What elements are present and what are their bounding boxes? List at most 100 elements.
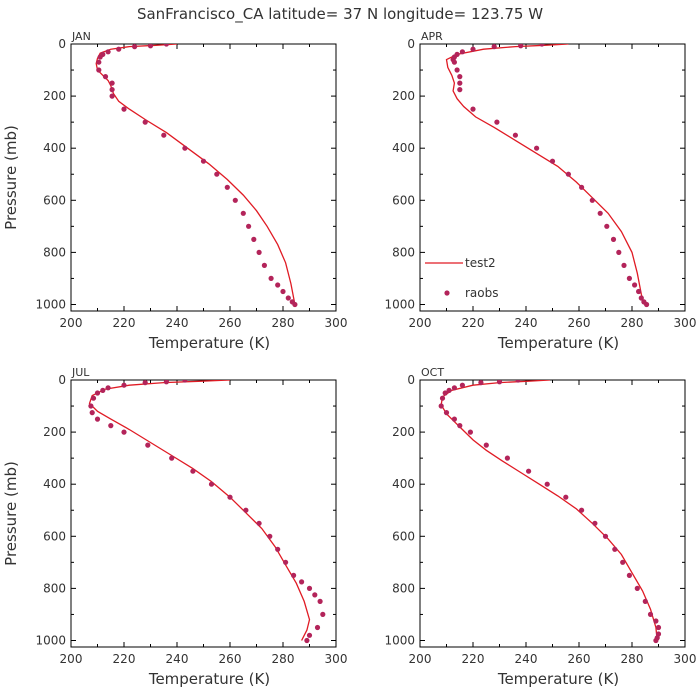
data-point-raobs [549, 158, 556, 164]
data-point-raobs [142, 380, 148, 386]
x-tick-label: 280 [621, 316, 644, 330]
data-point-raobs [589, 197, 595, 203]
data-point-raobs [121, 382, 127, 388]
data-point-raobs [96, 59, 102, 65]
y-tick-label: 400 [392, 477, 415, 491]
data-point-raobs [285, 295, 291, 301]
x-tick-label: 280 [272, 316, 295, 330]
x-tick-label: 240 [515, 316, 538, 330]
y-tick-label: 0 [407, 373, 415, 387]
data-point-raobs [169, 455, 175, 461]
plot-area [438, 380, 662, 644]
x-tick-label: 200 [409, 652, 432, 666]
y-tick-label: 400 [43, 141, 66, 155]
data-point-raobs [636, 288, 642, 295]
data-point-raobs [96, 67, 102, 73]
data-point-raobs [544, 481, 550, 487]
data-point-raobs [182, 380, 188, 383]
data-point-raobs [163, 44, 169, 47]
y-tick-label: 0 [58, 37, 66, 51]
x-tick-label: 220 [113, 316, 136, 330]
data-point-raobs [145, 442, 151, 448]
data-point-raobs [121, 106, 127, 112]
data-point-raobs [109, 80, 115, 86]
data-point-raobs [121, 429, 127, 435]
data-point-raobs [563, 494, 569, 500]
data-point-raobs [612, 546, 618, 552]
data-point-raobs [304, 637, 310, 644]
data-point-raobs [653, 618, 659, 624]
data-point-raobs [451, 59, 457, 65]
x-tick-label: 200 [60, 652, 83, 666]
data-point-raobs [494, 119, 500, 125]
data-point-raobs [470, 106, 476, 112]
data-point-raobs [467, 429, 473, 435]
y-axis-label: Pressure (mb) [2, 125, 20, 230]
data-point-raobs [94, 390, 101, 396]
data-point-raobs [227, 494, 233, 500]
data-point-raobs [182, 145, 188, 151]
y-tick-label: 0 [58, 373, 66, 387]
data-point-raobs [105, 385, 111, 391]
data-point-raobs [483, 442, 489, 448]
panel-oct: OCT 200 220 240 260 280 300 0 200 400 600 800 1000 Te… [384, 366, 696, 688]
data-point-raobs [647, 611, 654, 618]
series-line-test2 [440, 380, 658, 641]
panel-label: JAN [71, 30, 91, 43]
data-point-raobs [451, 416, 457, 422]
data-point-raobs [312, 592, 318, 598]
data-point-raobs [267, 533, 273, 539]
data-point-raobs [459, 49, 465, 55]
data-point-raobs [626, 275, 633, 281]
x-axis-label: Temperature (K) [497, 334, 619, 352]
x-tick-label: 220 [113, 652, 136, 666]
data-point-raobs [275, 282, 281, 288]
x-tick-label: 300 [325, 652, 348, 666]
data-point-raobs [457, 423, 463, 429]
data-point-raobs [132, 44, 138, 50]
y-tick-label: 800 [392, 581, 415, 595]
data-point-raobs [504, 455, 510, 461]
series-line-test2 [95, 44, 296, 305]
data-point-raobs [526, 468, 532, 474]
data-point-raobs [626, 572, 633, 579]
panel-label: OCT [421, 366, 444, 379]
x-tick-label: 240 [166, 316, 189, 330]
data-point-raobs [97, 54, 103, 60]
plot-frame [419, 379, 686, 648]
plot-area [95, 44, 298, 308]
data-point-raobs [90, 395, 97, 401]
data-point-raobs [224, 184, 230, 190]
data-point-raobs [306, 632, 313, 638]
data-point-raobs [283, 559, 289, 565]
data-point-raobs [214, 171, 220, 177]
legend: test2 raobs [425, 256, 499, 300]
data-point-raobs [579, 507, 585, 513]
y-axis-label: Pressure (mb) [2, 461, 20, 566]
data-point-raobs [579, 184, 585, 190]
y-tick-label: 1000 [35, 633, 66, 647]
data-point-raobs [443, 410, 450, 416]
y-tick-label: 1000 [35, 297, 66, 311]
data-point-raobs [616, 249, 622, 255]
x-tick-label: 240 [166, 652, 189, 666]
y-tick-label: 200 [43, 89, 66, 103]
data-point-raobs [291, 572, 297, 579]
data-point-raobs [534, 145, 540, 151]
data-point-raobs [632, 282, 638, 288]
data-point-raobs [161, 132, 167, 138]
data-point-raobs [478, 380, 484, 386]
data-point-raobs [451, 385, 457, 391]
x-tick-label: 280 [621, 652, 644, 666]
data-point-raobs [644, 301, 650, 308]
x-tick-label: 260 [568, 316, 591, 330]
panel-label: JUL [71, 366, 90, 379]
data-point-raobs [655, 624, 662, 631]
data-point-raobs [515, 380, 521, 383]
x-tick-label: 220 [462, 316, 485, 330]
data-point-raobs [518, 44, 524, 49]
data-point-raobs [306, 585, 313, 592]
data-point-raobs [620, 559, 626, 565]
